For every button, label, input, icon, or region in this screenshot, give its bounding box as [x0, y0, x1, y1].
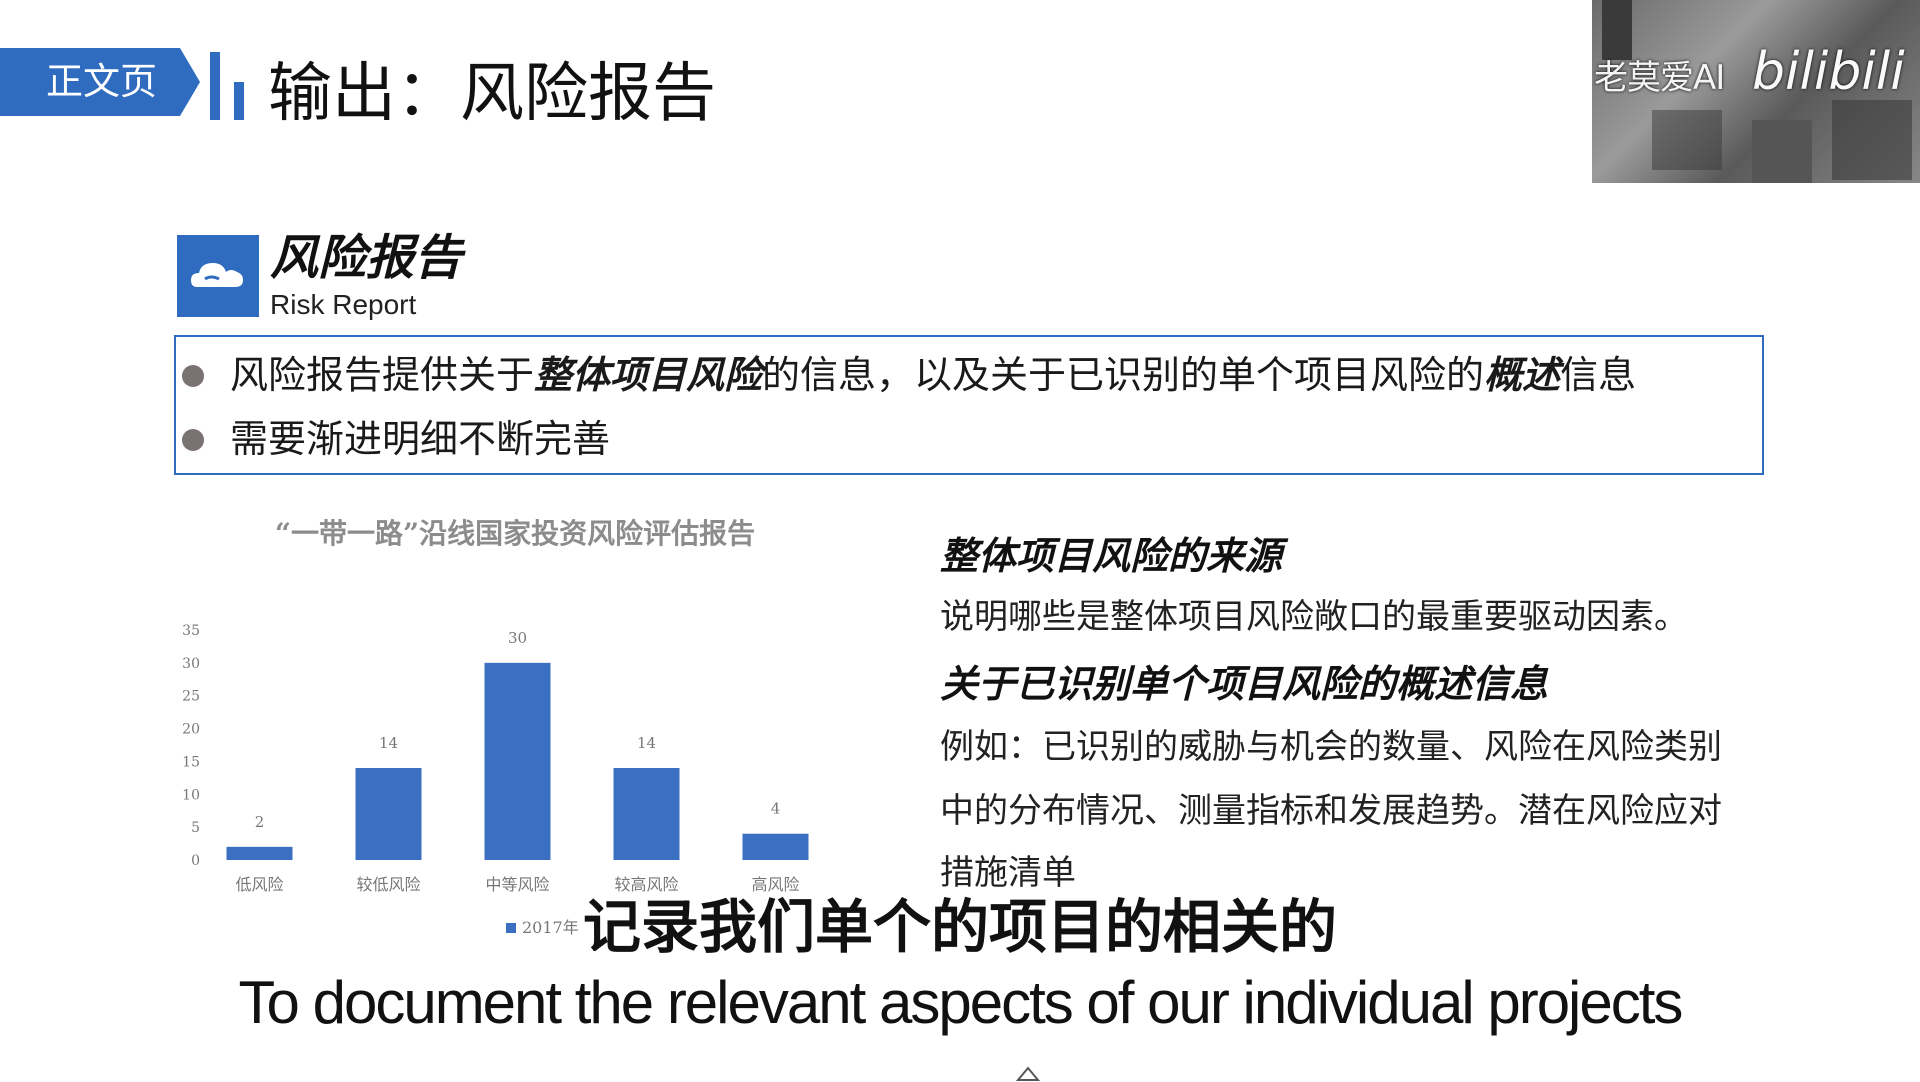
channel-name: 老莫爱AI — [1594, 58, 1725, 98]
section-title: 风险报告 — [270, 230, 463, 286]
y-tick-label: 30 — [182, 656, 200, 672]
y-tick-label: 0 — [191, 853, 200, 869]
bar-data-label: 2 — [255, 813, 265, 831]
bar-data-label: 14 — [379, 734, 398, 752]
section-tag-label: 正文页 — [46, 60, 157, 103]
bar-data-label: 4 — [771, 800, 781, 818]
legend-label: 2017年 — [522, 918, 579, 937]
x-tick-label: 较高风险 — [614, 875, 678, 894]
heading-overall-risk-source: 整体项目风险的来源 — [940, 534, 1283, 578]
text-overall-risk-source: 说明哪些是整体项目风险敞口的最重要驱动因素。 — [940, 597, 1688, 637]
chart-plot: 0 5 10 15 20 25 30 35 2 低风险 14 较低风险 30 中等风险 14 较高风险 4 高风险… — [182, 623, 809, 937]
x-tick-label: 中等风险 — [485, 875, 549, 894]
y-tick-label: 10 — [182, 787, 200, 803]
y-tick-label: 35 — [182, 623, 200, 639]
subtitle-english: To document the relevant aspects of our … — [238, 969, 1684, 1036]
bar-data-label: 30 — [508, 629, 527, 647]
bullet-emphasis: 概述 — [1484, 353, 1561, 397]
chart-bar — [484, 662, 551, 860]
bullet-dot — [182, 429, 204, 451]
x-tick-label: 较低风险 — [356, 875, 420, 894]
bullet-text: 风险报告提供关于整体项目风险的信息，以及关于已识别的单个项目风险的概述信息 — [230, 345, 1636, 405]
y-tick-label: 20 — [182, 722, 200, 738]
chart-bar — [742, 833, 809, 860]
bullet-emphasis: 整体项目风险 — [534, 353, 763, 397]
bilibili-logo: bilibili — [1752, 42, 1905, 102]
text-line-1: 例如：已识别的威胁与机会的数量、风险在风险类别 — [940, 727, 1722, 767]
x-tick-label: 高风险 — [751, 875, 799, 894]
bullet-text-part: 的信息，以及关于已识别的单个项目风险的 — [762, 353, 1485, 397]
section-subtitle: Risk Report — [270, 289, 417, 320]
text-line-2: 中的分布情况、测量指标和发展趋势。潜在风险应对 — [940, 791, 1722, 831]
x-tick-label: 低风险 — [235, 875, 283, 894]
chart-bar — [226, 846, 293, 860]
chart-bar — [355, 768, 422, 860]
bar-data-label: 14 — [637, 734, 656, 752]
cloud-icon — [177, 235, 259, 317]
section-tag-shape — [0, 48, 200, 116]
bullet-text-part: 风险报告提供关于 — [230, 353, 535, 397]
y-tick-label: 25 — [182, 689, 200, 705]
y-tick-label: 15 — [182, 754, 200, 770]
y-tick-label: 5 — [191, 820, 200, 836]
bullet-text-part: 信息 — [1560, 353, 1637, 397]
chart-bar — [613, 768, 680, 860]
bullet-dot — [182, 365, 204, 387]
risk-bar-chart: “一带一路”沿线国家投资风险评估报告 0 5 10 15 20 25 30 35 2 低风险 14 较… — [170, 515, 870, 945]
bullet-item: 风险报告提供关于整体项目风险的信息，以及关于已识别的单个项目风险的概述信息 — [176, 345, 1756, 405]
page-title: 输出：风险报告 — [268, 57, 716, 131]
chart-title: “一带一路”沿线国家投资风险评估报告 — [274, 517, 756, 550]
legend-swatch — [506, 923, 516, 933]
subtitle-chinese: 记录我们单个的项目的相关的 — [582, 892, 1338, 962]
heading-individual-risk-summary: 关于已识别单个项目风险的概述信息 — [940, 662, 1549, 706]
webcam-overlay: 老莫爱AI bilibili — [1592, 0, 1920, 183]
bullet-box: 风险报告提供关于整体项目风险的信息，以及关于已识别的单个项目风险的概述信息 需要… — [174, 335, 1764, 475]
bullet-item: 需要渐进明细不断完善 — [176, 409, 1756, 469]
text-line-3: 措施清单 — [940, 853, 1076, 893]
bullet-text: 需要渐进明细不断完善 — [230, 417, 611, 461]
